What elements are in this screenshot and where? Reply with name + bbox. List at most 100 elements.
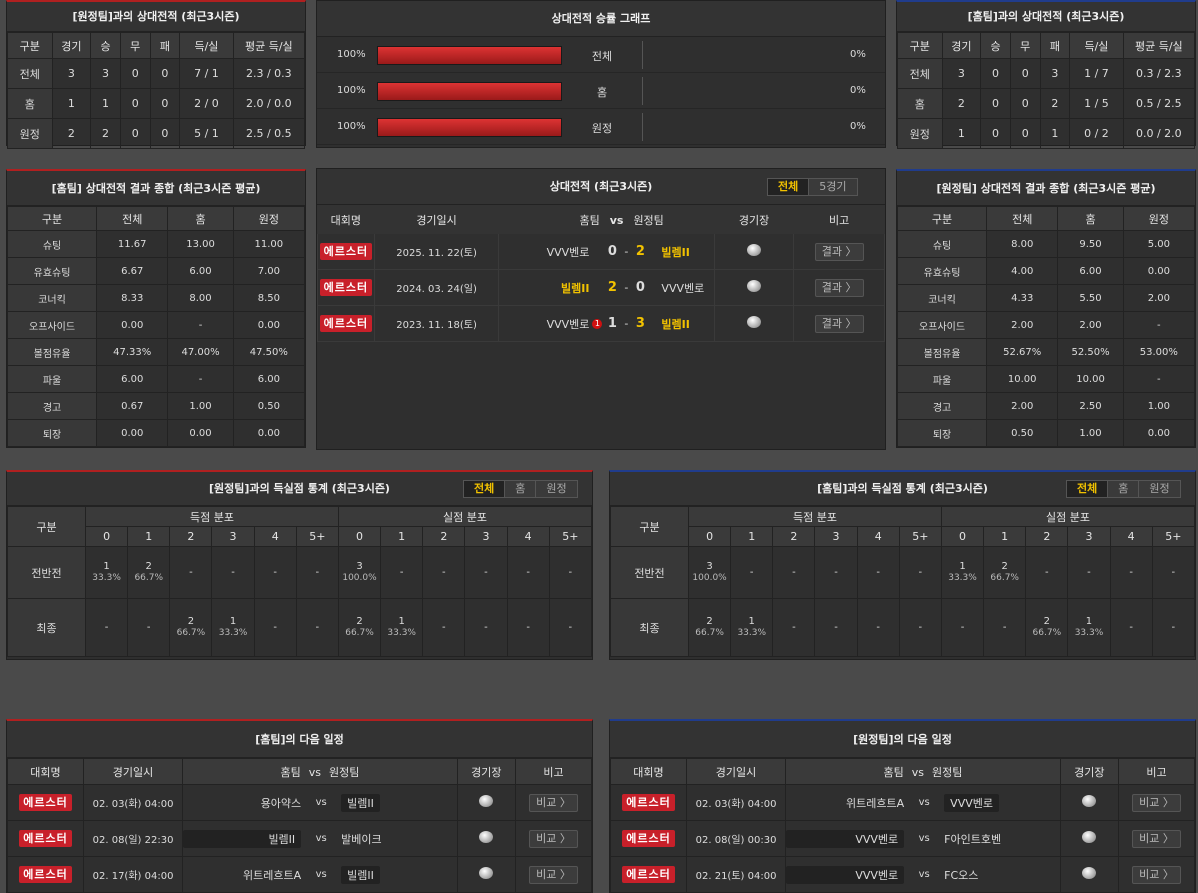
league-badge[interactable]: 에르스터 [622,794,675,811]
compare-button[interactable]: 비교 〉 [1132,793,1181,812]
away-team[interactable]: F아인트호벤 [944,832,1002,846]
score-dash: - [624,317,629,330]
goal-count-header: 0 [940,526,985,547]
match-row[interactable]: 에르스터 2025. 11. 22(토) VVV벤로 0-2 빌렘II 결과 〉 [317,233,885,270]
goals-home-tabs: 전체 홈 원정 [1066,480,1181,498]
compare-button[interactable]: 비교 〉 [1132,829,1181,848]
stat-cell: 9.50 [1057,230,1124,258]
h2h-matches-table: 대회명 경기일시 홈팀 vs 원정팀 경기장 비고 에르스터 2025. 11. 22(토) VV… [317,205,885,342]
schedule-row[interactable]: 에르스터 02. 21(토) 04:00 VVV벤로 vs FC오스 비교 〉 [610,856,1195,893]
result-button[interactable]: 결과 〉 [814,278,864,297]
away-team[interactable]: 빌렘II [341,793,380,812]
stat-cell: 53.00% [1122,338,1196,366]
stadium-icon[interactable] [479,867,494,879]
column-header: 비고 [793,205,885,234]
date-cell: 02. 03(화) 04:00 [82,784,184,821]
stadium-icon[interactable] [479,831,494,843]
count: - [442,566,446,578]
away-team[interactable]: 빌렘II [661,317,690,331]
schedule-row[interactable]: 에르스터 02. 03(화) 04:00 용아약스 vs 빌렘II 비교 〉 [7,784,592,821]
home-team[interactable]: VVV벤로 [786,865,905,884]
teams-cell: 빌렘II vs 발베이크 [182,820,458,857]
count: - [918,621,923,633]
league-badge[interactable]: 에르스터 [319,279,373,296]
home-team[interactable]: 위트레흐트A [846,796,905,810]
league-badge[interactable]: 에르스터 [319,243,373,260]
tab-all[interactable]: 전체 [1067,481,1109,497]
note-cell: 결과 〉 [793,269,885,306]
away-team[interactable]: 빌렘II [341,865,380,884]
stadium-icon[interactable] [479,795,494,807]
league-badge[interactable]: 에르스터 [319,315,373,332]
stat-cell: 47.50% [232,338,306,366]
league-badge[interactable]: 에르스터 [19,866,72,883]
count: - [568,621,573,633]
tab-home[interactable]: 홈 [1108,481,1140,497]
stadium-icon[interactable] [1082,831,1097,843]
tab-last5[interactable]: 5경기 [819,180,847,193]
result-button[interactable]: 결과 〉 [814,314,864,333]
home-team[interactable]: VVV벤로 [786,829,905,848]
away-team[interactable]: VVV벤로 [661,281,705,295]
divider [642,41,643,69]
league-badge[interactable]: 에르스터 [19,830,72,847]
home-team[interactable]: 용아약스 [260,796,302,810]
tab-home[interactable]: 홈 [505,481,537,497]
home-team[interactable]: 빌렘II [183,829,302,848]
league-badge[interactable]: 에르스터 [622,866,675,883]
count: 1 [103,561,110,572]
home-team[interactable]: VVV벤로 [546,317,590,331]
table-row: 유효슈팅 4.00 6.00 0.00 [896,257,1196,285]
league-badge[interactable]: 에르스터 [19,794,72,811]
percent: 66.7% [345,628,374,638]
away-team[interactable]: 발베이크 [341,832,382,846]
schedule-row[interactable]: 에르스터 02. 08(일) 00:30 VVV벤로 vs F아인트호벤 비교 〉 [610,820,1195,857]
tab-away[interactable]: 원정 [1149,482,1170,495]
match-row[interactable]: 에르스터 2023. 11. 18(토) VVV벤로 1 1-3 빌렘II 결과 〉 [317,305,885,342]
away-team[interactable]: 빌렘II [661,245,690,259]
stat-cell: 7 / 1 [179,58,234,89]
tab-all[interactable]: 전체 [768,179,810,195]
stadium-icon[interactable] [1082,867,1097,879]
tab-all[interactable]: 전체 [464,481,506,497]
distribution-cell: - [127,598,171,657]
card-slot: 1 [589,317,605,330]
count: - [792,566,796,578]
schedule-row[interactable]: 에르스터 02. 17(화) 04:00 위트레흐트A vs 빌렘II 비교 〉 [7,856,592,893]
percent: 33.3% [92,573,121,583]
row-label: 전체 [897,58,943,89]
schedule-row[interactable]: 에르스터 02. 08(일) 22:30 빌렘II vs 발베이크 비교 〉 [7,820,592,857]
stat-cell: 0.00 [167,419,234,447]
compare-button[interactable]: 비교 〉 [529,829,578,848]
match-row[interactable]: 에르스터 2024. 03. 24(일) 빌렘II 2-0 VVV벤로 결과 〉 [317,269,885,306]
stadium-icon[interactable] [747,280,762,292]
compare-button[interactable]: 비교 〉 [529,793,578,812]
column-header: 패 [149,32,181,59]
home-team[interactable]: 빌렘II [560,281,590,295]
stadium-icon[interactable] [747,316,762,328]
compare-button[interactable]: 비교 〉 [1132,865,1181,884]
count: - [1045,566,1049,578]
league-badge[interactable]: 에르스터 [622,830,675,847]
column-header: 전체 [986,206,1059,231]
count: - [315,566,320,578]
count: - [749,566,754,578]
goal-count-header: 0 [337,526,382,547]
goal-count-header: 2 [422,526,466,547]
table-row: 코너킥 8.33 8.00 8.50 [6,284,306,312]
result-button[interactable]: 결과 〉 [814,242,864,261]
teams-cell: VVV벤로 1 1-3 빌렘II [498,305,715,342]
tab-away[interactable]: 원정 [546,482,567,495]
stadium-icon[interactable] [1082,795,1097,807]
compare-button[interactable]: 비교 〉 [529,865,578,884]
stadium-icon[interactable] [747,244,762,256]
summary-away-table: 구분 전체 홈 원정 슈팅 8.00 9.50 5.00 유효슈팅 4.00 6.00 0.00 코너킥… [896,206,1196,447]
home-team[interactable]: VVV벤로 [546,245,590,259]
away-team[interactable]: FC오스 [944,868,979,882]
home-team[interactable]: 위트레흐트A [243,868,302,882]
next-home-table: 대회명 경기일시 홈팀 vs 원정팀 경기장 비고 에르스터 02. 03(화) 04:00 용아… [7,758,592,893]
schedule-row[interactable]: 에르스터 02. 03(화) 04:00 위트레흐트A vs VVV벤로 비교 〉 [610,784,1195,821]
table-row: 슈팅 8.00 9.50 5.00 [896,230,1196,258]
venue-cell [713,269,795,306]
away-team[interactable]: VVV벤로 [944,793,999,812]
